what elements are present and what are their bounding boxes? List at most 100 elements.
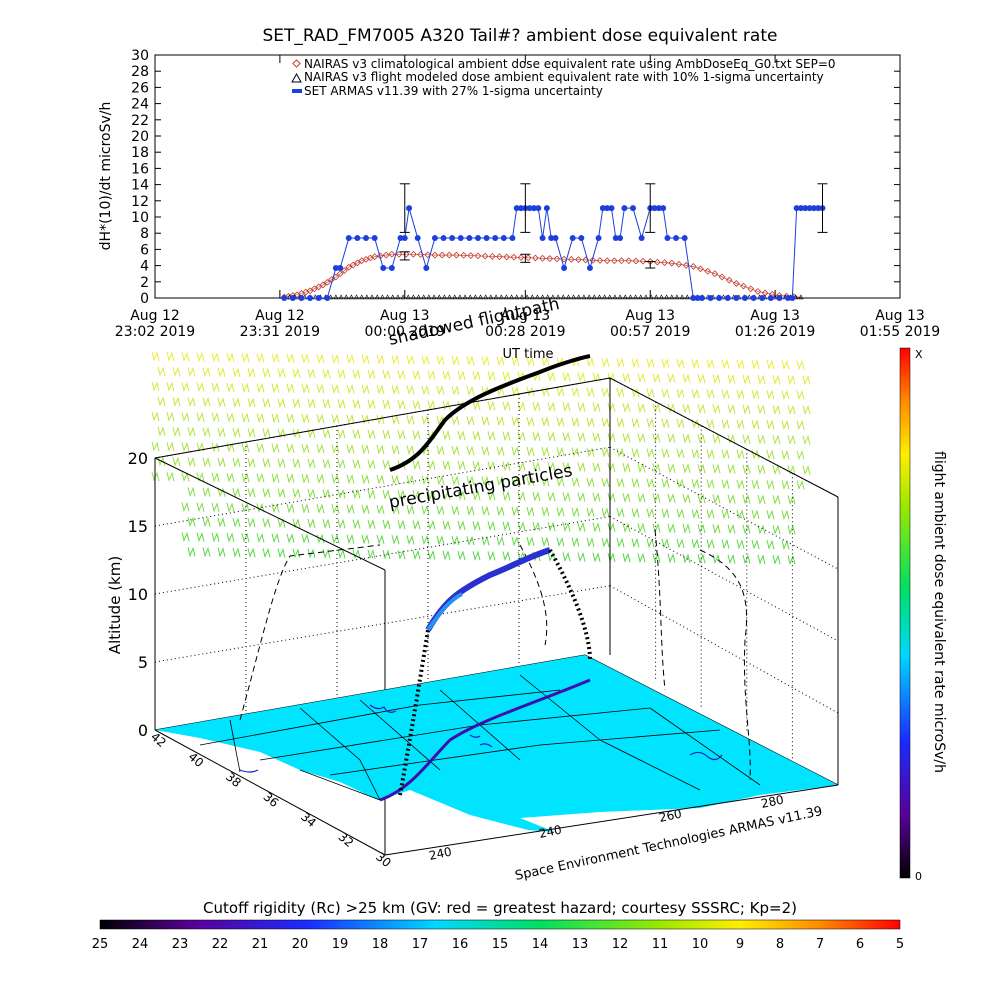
- grid-walls: [154, 377, 839, 759]
- grid-line: [154, 516, 611, 595]
- particle-mark: [346, 444, 355, 455]
- data-point: [674, 294, 680, 300]
- particle-mark: [661, 478, 670, 489]
- data-point: [668, 259, 676, 267]
- data-point: [401, 235, 408, 242]
- data-point: [371, 235, 378, 242]
- particle-mark: [541, 476, 550, 487]
- particle-mark: [772, 404, 781, 415]
- flight-path-ascent: [398, 629, 430, 796]
- particle-mark: [487, 430, 496, 441]
- data-point: [669, 294, 675, 300]
- particle-mark: [607, 552, 616, 563]
- particle-mark: [706, 538, 715, 549]
- particle-mark: [337, 518, 346, 529]
- particle-mark: [217, 367, 226, 378]
- particle-mark: [736, 359, 745, 370]
- particle-mark: [376, 444, 385, 455]
- data-point: [379, 294, 385, 300]
- particle-mark: [496, 386, 505, 397]
- longitude-ticks: 240 240 260 280: [428, 792, 785, 862]
- particle-mark: [202, 517, 211, 528]
- particle-mark: [676, 478, 685, 489]
- particle-mark: [196, 502, 205, 513]
- data-point: [341, 267, 348, 274]
- particle-mark: [691, 508, 700, 519]
- data-point: [421, 294, 427, 300]
- flight-path-cruise-highlight: [426, 592, 463, 632]
- data-point: [698, 295, 705, 301]
- particle-mark: [256, 352, 265, 363]
- particle-mark: [796, 390, 805, 401]
- particle-mark: [502, 491, 511, 502]
- particle-mark: [451, 355, 460, 366]
- data-point: [467, 252, 475, 260]
- particle-mark: [526, 476, 535, 487]
- particle-mark: [421, 385, 430, 396]
- particle-mark: [316, 473, 325, 484]
- particle-mark: [466, 445, 475, 456]
- particle-mark: [367, 399, 376, 410]
- particle-mark: [307, 458, 316, 469]
- particle-mark: [727, 524, 736, 535]
- particle-mark: [241, 502, 250, 513]
- data-point: [711, 270, 719, 278]
- particle-mark: [346, 474, 355, 485]
- particle-mark: [571, 477, 580, 488]
- particle-mark: [592, 432, 601, 443]
- particle-mark: [391, 414, 400, 425]
- particle-mark: [652, 463, 661, 474]
- particle-mark: [496, 356, 505, 367]
- particle-mark: [226, 532, 235, 543]
- y-tick-label: 20: [131, 129, 149, 145]
- particle-mark: [787, 494, 796, 505]
- particle-mark: [412, 489, 421, 500]
- particle-mark: [736, 389, 745, 400]
- particle-mark: [712, 493, 721, 504]
- particle-mark: [451, 535, 460, 546]
- data-point: [575, 256, 582, 264]
- particle-mark: [442, 430, 451, 441]
- data-point: [488, 294, 494, 300]
- particle-mark: [202, 367, 211, 378]
- particle-mark: [412, 519, 421, 530]
- ground-map: [155, 655, 838, 832]
- x-tick-label-date: Aug 12: [255, 308, 305, 324]
- particle-mark: [181, 351, 190, 362]
- particle-mark: [286, 533, 295, 544]
- data-point: [740, 282, 747, 290]
- particle-mark: [751, 419, 760, 430]
- particle-mark: [787, 404, 796, 415]
- particle-mark: [751, 389, 760, 400]
- particle-mark: [796, 360, 805, 371]
- particle-mark: [472, 430, 481, 441]
- particle-mark: [277, 488, 286, 499]
- particle-mark: [721, 389, 730, 400]
- particle-mark: [427, 490, 436, 501]
- particle-mark: [271, 383, 280, 394]
- particle-mark: [472, 490, 481, 501]
- particle-mark: [256, 412, 265, 423]
- data-point: [625, 257, 633, 265]
- longitude-tick-label: 240: [538, 822, 563, 840]
- data-point: [423, 265, 430, 272]
- particle-mark: [757, 554, 766, 565]
- particle-mark: [367, 369, 376, 380]
- particle-mark: [232, 487, 241, 498]
- particle-mark: [766, 539, 775, 550]
- particle-mark: [436, 355, 445, 366]
- rigidity-tick-label: 12: [612, 937, 629, 952]
- particle-mark: [772, 374, 781, 385]
- dose-colorbar-top-label: X: [915, 348, 923, 361]
- altitude-tick-label: 10: [128, 585, 148, 604]
- data-point: [457, 235, 464, 242]
- particle-mark: [277, 518, 286, 529]
- particle-mark: [481, 415, 490, 426]
- particle-mark: [526, 416, 535, 427]
- data-point: [694, 295, 701, 301]
- particle-mark: [637, 402, 646, 413]
- particle-mark: [661, 418, 670, 429]
- data-point: [596, 294, 602, 300]
- altitude-tick-label: 5: [138, 653, 148, 672]
